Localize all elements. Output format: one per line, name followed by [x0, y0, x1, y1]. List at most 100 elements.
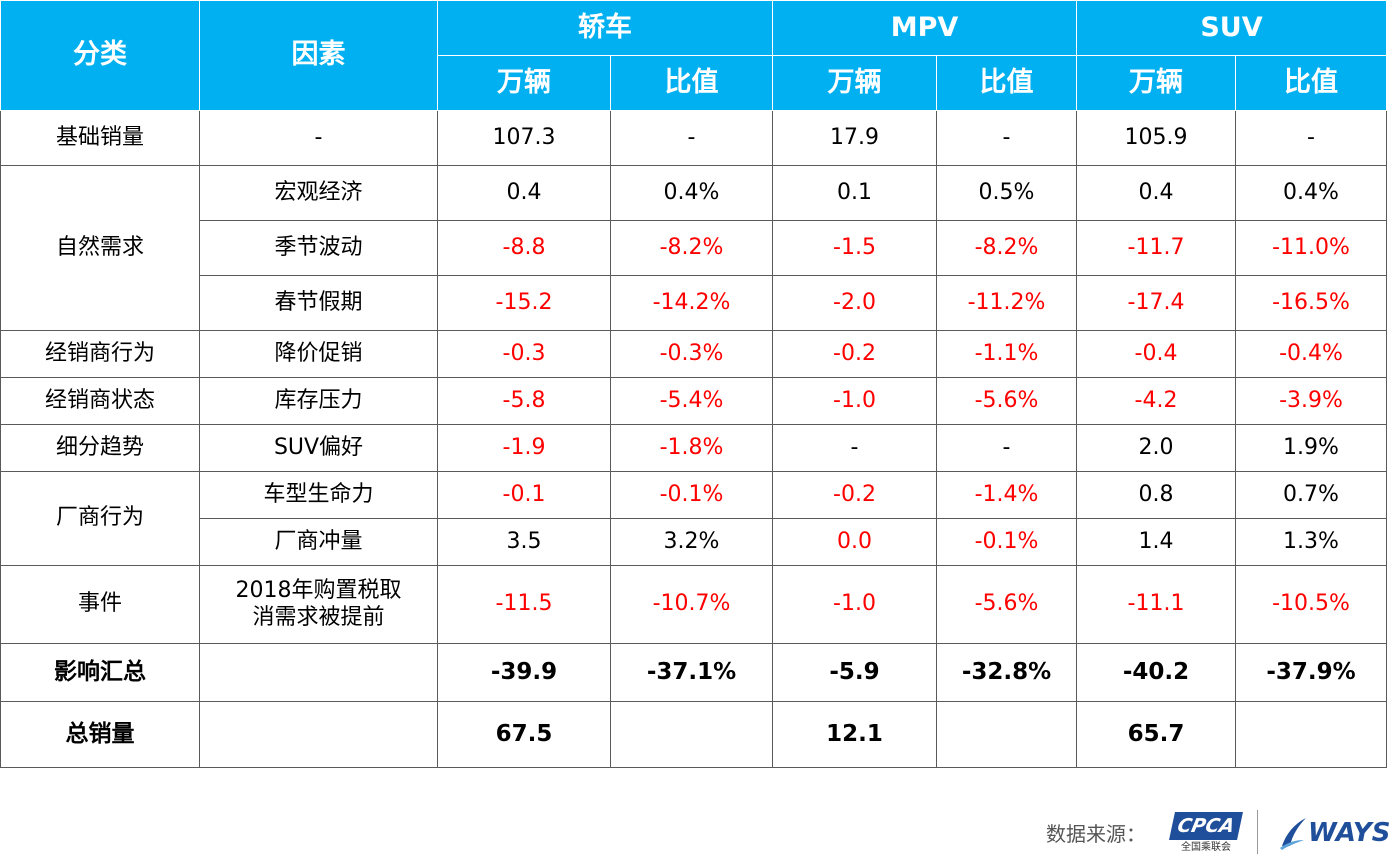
cell-value: 0.4	[1076, 165, 1236, 221]
cell-value: -1.0	[772, 565, 937, 644]
row-category: 经销商行为	[0, 330, 200, 378]
cell-value: -5.4%	[610, 377, 773, 425]
cell-value	[936, 701, 1077, 768]
cell-value: -0.2	[772, 330, 937, 378]
cell-value: 0.5%	[936, 165, 1077, 221]
cell-value: -17.4	[1076, 275, 1236, 331]
header-sub-suv-ratio: 比值	[1235, 55, 1387, 111]
cell-value: 12.1	[772, 701, 937, 768]
cell-value: -37.9%	[1235, 643, 1387, 702]
row-factor: 车型生命力	[199, 471, 438, 519]
cell-value: -32.8%	[936, 643, 1077, 702]
cell-value: -5.9	[772, 643, 937, 702]
cell-value: 105.9	[1076, 110, 1236, 166]
cell-value: 0.1	[772, 165, 937, 221]
cell-value: 3.5	[437, 518, 611, 566]
cell-value: 3.2%	[610, 518, 773, 566]
cell-value: 65.7	[1076, 701, 1236, 768]
cell-value	[610, 701, 773, 768]
cell-value: 17.9	[772, 110, 937, 166]
ways-logo: WAYS	[1278, 812, 1396, 854]
cpca-logo-text: CPCA	[1169, 812, 1243, 840]
cell-value: -8.2%	[610, 220, 773, 276]
cell-value	[1235, 701, 1387, 768]
cell-value: -40.2	[1076, 643, 1236, 702]
table-row-dealer-status: 经销商状态 库存压力 -5.8 -5.4% -1.0 -5.6% -4.2 -3…	[0, 377, 1387, 425]
row-factor: 春节假期	[199, 275, 438, 331]
cell-value: -1.8%	[610, 424, 773, 472]
cell-value: 1.3%	[1235, 518, 1387, 566]
cell-value: -	[772, 424, 937, 472]
ways-logo-text: WAYS	[1308, 818, 1391, 848]
cell-value: 0.7%	[1235, 471, 1387, 519]
cell-value: -11.5	[437, 565, 611, 644]
table-row-total-sales: 总销量 67.5 12.1 65.7	[0, 701, 1387, 768]
header-group-suv: SUV	[1076, 0, 1387, 56]
cell-value: -0.4%	[1235, 330, 1387, 378]
cell-value: -10.5%	[1235, 565, 1387, 644]
table-row-dealer-behavior: 经销商行为 降价促销 -0.3 -0.3% -0.2 -1.1% -0.4 -0…	[0, 330, 1387, 378]
cpca-logo-subtitle: 全国乘联会	[1181, 842, 1231, 853]
cell-value: -0.3	[437, 330, 611, 378]
row-factor: 2018年购置税取 消需求被提前	[199, 565, 438, 644]
cell-value: -4.2	[1076, 377, 1236, 425]
cell-value: -0.1%	[610, 471, 773, 519]
source-footer: 数据来源： CPCA 全国乘联会 WAYS	[1046, 808, 1396, 856]
cell-value: -8.2%	[936, 220, 1077, 276]
table-row-maker-push: 厂商冲量 3.5 3.2% 0.0 -0.1% 1.4 1.3%	[1, 518, 1387, 566]
cell-value: -0.4	[1076, 330, 1236, 378]
cell-value: -11.2%	[936, 275, 1077, 331]
cell-value: -11.7	[1076, 220, 1236, 276]
cell-value: -0.1%	[936, 518, 1077, 566]
cell-value: -11.1	[1076, 565, 1236, 644]
source-label: 数据来源：	[1046, 822, 1146, 846]
row-factor-empty	[199, 643, 438, 702]
row-category: 细分趋势	[0, 424, 200, 472]
row-category: 总销量	[0, 701, 200, 768]
cell-value: -1.9	[437, 424, 611, 472]
cell-value: 0.4%	[610, 165, 773, 221]
cell-value: -	[610, 110, 773, 166]
cell-value: -0.2	[772, 471, 937, 519]
table-row-segment-trend: 细分趋势 SUV偏好 -1.9 -1.8% - - 2.0 1.9%	[0, 424, 1387, 472]
cell-value: -11.0%	[1235, 220, 1387, 276]
cell-value: 2.0	[1076, 424, 1236, 472]
row-factor: 厂商冲量	[199, 518, 438, 566]
cell-value: -15.2	[437, 275, 611, 331]
cell-value: -	[936, 424, 1077, 472]
row-category: 基础销量	[0, 110, 200, 166]
row-category: 影响汇总	[0, 643, 200, 702]
cell-value: 1.9%	[1235, 424, 1387, 472]
table-row-event: 事件 2018年购置税取 消需求被提前 -11.5 -10.7% -1.0 -5…	[0, 565, 1387, 644]
cell-value: -5.6%	[936, 565, 1077, 644]
row-factor: -	[199, 110, 438, 166]
header-category: 分类	[0, 0, 200, 111]
header-sub-mpv-units: 万辆	[772, 55, 937, 111]
header-sub-sedan-ratio: 比值	[610, 55, 773, 111]
table-row-seasonal: 季节波动 -8.8 -8.2% -1.5 -8.2% -11.7 -11.0%	[1, 220, 1387, 276]
cell-value: 107.3	[437, 110, 611, 166]
cell-value: -0.3%	[610, 330, 773, 378]
cell-value: -10.7%	[610, 565, 773, 644]
cell-value: -	[936, 110, 1077, 166]
table-row-impact-summary: 影响汇总 -39.9 -37.1% -5.9 -32.8% -40.2 -37.…	[0, 643, 1387, 702]
table-row-spring-festival: 春节假期 -15.2 -14.2% -2.0 -11.2% -17.4 -16.…	[1, 275, 1387, 331]
cell-value: -3.9%	[1235, 377, 1387, 425]
cell-value: 0.4	[437, 165, 611, 221]
header-sub-sedan-units: 万辆	[437, 55, 611, 111]
row-category: 事件	[0, 565, 200, 644]
cell-value: -2.0	[772, 275, 937, 331]
row-category: 经销商状态	[0, 377, 200, 425]
cell-value: -39.9	[437, 643, 611, 702]
row-factor: 季节波动	[199, 220, 438, 276]
header-sub-suv-units: 万辆	[1076, 55, 1236, 111]
cell-value: -14.2%	[610, 275, 773, 331]
cpca-logo: CPCA 全国乘联会	[1169, 812, 1243, 854]
cell-value: -5.6%	[936, 377, 1077, 425]
row-category: 自然需求	[0, 165, 200, 331]
row-factor-line2: 消需求被提前	[252, 604, 385, 630]
ways-swoosh-icon	[1280, 818, 1306, 850]
cell-value: 0.8	[1076, 471, 1236, 519]
cell-value: 0.0	[772, 518, 937, 566]
cell-value: 67.5	[437, 701, 611, 768]
